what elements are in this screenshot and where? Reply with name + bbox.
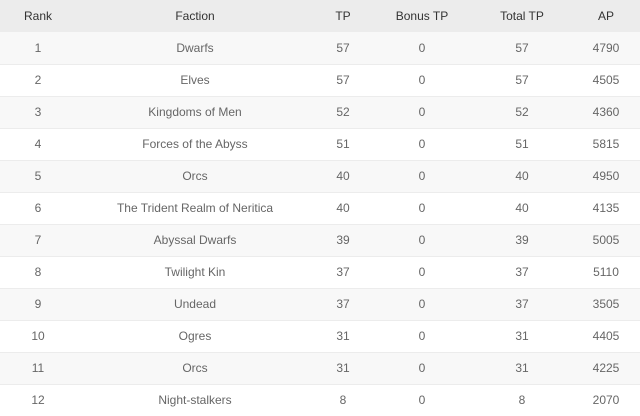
header-rank[interactable]: Rank — [23, 9, 52, 23]
cell-total-tp: 8 — [518, 393, 526, 407]
table-row: 9 Undead 37 0 37 3505 — [0, 288, 640, 320]
cell-tp: 57 — [336, 40, 350, 55]
cell-bonus-tp: 0 — [418, 329, 426, 343]
cell-rank: 10 — [31, 329, 45, 343]
cell-total-tp: 39 — [515, 233, 529, 247]
cell-rank: 9 — [34, 297, 42, 311]
cell-ap: 4225 — [592, 361, 620, 375]
cell-ap: 4790 — [592, 40, 620, 55]
table-row: 11 Orcs 31 0 31 4225 — [0, 352, 640, 384]
cell-tp: 51 — [336, 137, 350, 151]
table-row: 2 Elves 57 0 57 4505 — [0, 64, 640, 96]
cell-rank: 12 — [31, 393, 45, 407]
cell-bonus-tp: 0 — [418, 40, 426, 55]
header-total-tp[interactable]: Total TP — [500, 9, 544, 23]
cell-faction: Kingdoms of Men — [148, 105, 242, 119]
cell-rank: 4 — [34, 137, 42, 151]
cell-ap: 4360 — [592, 105, 620, 119]
cell-tp: 31 — [336, 361, 350, 375]
table-row: 7 Abyssal Dwarfs 39 0 39 5005 — [0, 224, 640, 256]
cell-ap: 4135 — [592, 201, 620, 215]
cell-bonus-tp: 0 — [418, 233, 426, 247]
cell-total-tp: 37 — [515, 297, 529, 311]
cell-tp: 31 — [336, 329, 350, 343]
cell-faction: Orcs — [182, 169, 208, 183]
cell-tp: 39 — [336, 233, 350, 247]
table-body: 1 Dwarfs 57 0 57 4790 2 Elves 57 0 57 4505 3 Kingdoms… — [0, 32, 640, 416]
cell-faction: Elves — [180, 73, 210, 87]
cell-rank: 2 — [34, 73, 42, 87]
table-row: 1 Dwarfs 57 0 57 4790 — [0, 32, 640, 64]
cell-faction: Ogres — [178, 329, 212, 343]
cell-rank: 3 — [34, 105, 42, 119]
cell-faction: The Trident Realm of Neritica — [116, 201, 274, 215]
table-row: 10 Ogres 31 0 31 4405 — [0, 320, 640, 352]
cell-tp: 40 — [336, 201, 350, 215]
header-faction[interactable]: Faction — [175, 9, 215, 23]
table-row: 5 Orcs 40 0 40 4950 — [0, 160, 640, 192]
cell-tp: 37 — [336, 265, 350, 279]
cell-ap: 2070 — [592, 393, 620, 407]
cell-bonus-tp: 0 — [418, 137, 426, 151]
cell-faction: Twilight Kin — [164, 265, 226, 279]
cell-bonus-tp: 0 — [418, 105, 426, 119]
cell-tp: 8 — [339, 393, 347, 407]
cell-total-tp: 40 — [515, 201, 529, 215]
cell-bonus-tp: 0 — [418, 393, 426, 407]
cell-total-tp: 57 — [515, 40, 529, 55]
cell-bonus-tp: 0 — [418, 201, 426, 215]
cell-rank: 1 — [34, 40, 42, 55]
cell-rank: 11 — [31, 361, 45, 375]
cell-rank: 7 — [34, 233, 42, 247]
cell-total-tp: 31 — [515, 329, 529, 343]
cell-faction: Dwarfs — [176, 40, 214, 55]
cell-bonus-tp: 0 — [418, 73, 426, 87]
cell-faction: Orcs — [182, 361, 208, 375]
cell-ap: 5005 — [592, 233, 620, 247]
cell-faction: Abyssal Dwarfs — [153, 233, 237, 247]
cell-total-tp: 52 — [515, 105, 529, 119]
cell-bonus-tp: 0 — [418, 169, 426, 183]
cell-tp: 57 — [336, 73, 350, 87]
cell-bonus-tp: 0 — [418, 297, 426, 311]
cell-total-tp: 51 — [515, 137, 529, 151]
cell-tp: 40 — [336, 169, 350, 183]
header-tp[interactable]: TP — [335, 9, 351, 23]
cell-ap: 4950 — [592, 169, 620, 183]
cell-faction: Undead — [173, 297, 217, 311]
cell-faction: Night-stalkers — [158, 393, 232, 407]
cell-ap: 4405 — [592, 329, 620, 343]
cell-faction: Forces of the Abyss — [142, 137, 248, 151]
cell-ap: 4505 — [592, 73, 620, 87]
table-row: 6 The Trident Realm of Neritica 40 0 40 4135 — [0, 192, 640, 224]
cell-bonus-tp: 0 — [418, 265, 426, 279]
table-row: 12 Night-stalkers 8 0 8 2070 — [0, 384, 640, 416]
table-row: 4 Forces of the Abyss 51 0 51 5815 — [0, 128, 640, 160]
header-ap[interactable]: AP — [597, 9, 614, 23]
cell-total-tp: 40 — [515, 169, 529, 183]
table-row: 8 Twilight Kin 37 0 37 5110 — [0, 256, 640, 288]
cell-rank: 5 — [34, 169, 42, 183]
cell-rank: 8 — [34, 265, 42, 279]
header-row: Rank Faction TP Bonus TP Total TP AP — [0, 0, 640, 32]
cell-bonus-tp: 0 — [418, 361, 426, 375]
cell-tp: 52 — [336, 105, 350, 119]
cell-ap: 5815 — [592, 137, 620, 151]
cell-ap: 5110 — [593, 265, 619, 279]
cell-total-tp: 57 — [515, 73, 529, 87]
cell-ap: 3505 — [592, 297, 620, 311]
header-bonus-tp[interactable]: Bonus TP — [395, 9, 449, 23]
table-row: 3 Kingdoms of Men 52 0 52 4360 — [0, 96, 640, 128]
cell-tp: 37 — [336, 297, 350, 311]
cell-total-tp: 31 — [515, 361, 529, 375]
table-header: Rank Faction TP Bonus TP Total TP AP — [0, 0, 640, 32]
cell-total-tp: 37 — [515, 265, 529, 279]
cell-rank: 6 — [34, 201, 42, 215]
